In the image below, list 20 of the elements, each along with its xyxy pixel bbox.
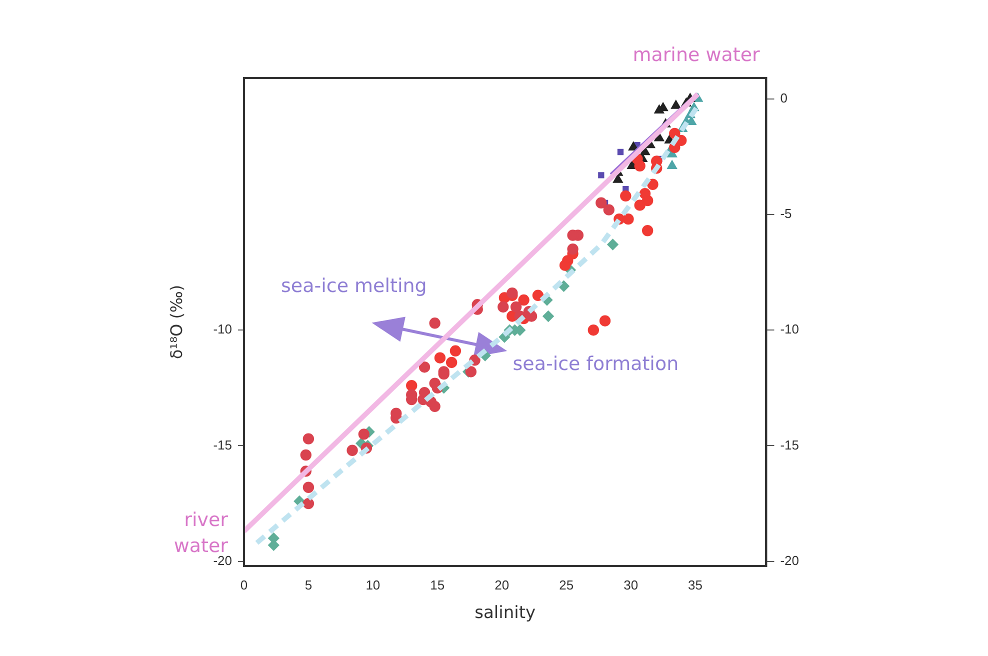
x-tick-label: 35 [688, 577, 703, 592]
y2-tick-label: -5 [780, 206, 792, 222]
x-tick-label: 25 [559, 577, 574, 592]
x-tick-label: 10 [366, 577, 380, 592]
annotation: sea-ice melting [281, 275, 427, 298]
x-tick-label: 15 [430, 577, 445, 592]
x-tick-label: 0 [240, 577, 248, 592]
y-tick-label: -10 [213, 322, 232, 337]
y2-tick-label: -15 [780, 437, 800, 452]
annotation: sea-ice formation [512, 352, 679, 375]
y-axis-title: δ¹⁸O (‰) [166, 284, 186, 360]
y2-tick-label: 0 [780, 90, 788, 106]
x-tick-label: 5 [304, 577, 312, 592]
y-tick-label: -15 [213, 437, 232, 452]
x-tick-label: 30 [624, 577, 638, 592]
annotation: marine water [632, 44, 760, 66]
y2-tick-label: -20 [780, 552, 800, 568]
x-tick-label: 20 [494, 577, 510, 592]
y2-tick-label: -10 [780, 322, 800, 337]
x-axis-title: salinity [474, 603, 536, 624]
